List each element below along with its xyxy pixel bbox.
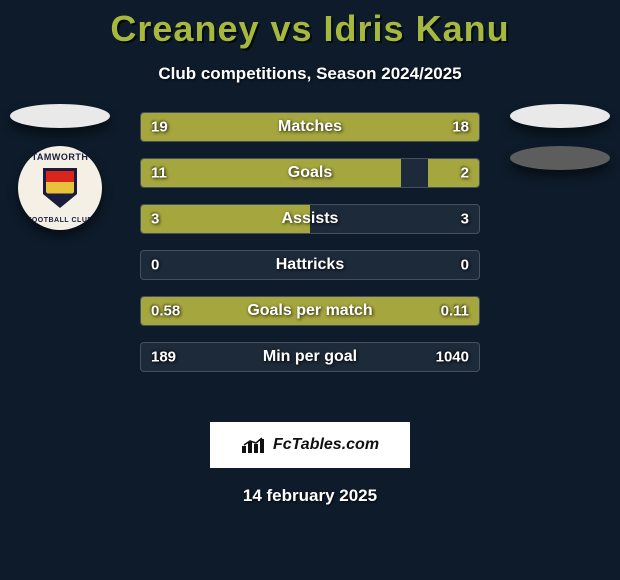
player-left-column: TAMWORTH FOOTBALL CLUB	[10, 104, 110, 230]
stat-value-right: 2	[461, 165, 469, 182]
stat-value-left: 3	[151, 211, 159, 228]
comparison-subtitle: Club competitions, Season 2024/2025	[0, 64, 620, 84]
stat-fill-right	[428, 159, 479, 187]
stat-row: 0.580.11Goals per match	[140, 296, 480, 326]
stat-row: 0 0Hattricks	[140, 250, 480, 280]
stat-fill-left	[141, 205, 310, 233]
crest-top-text: TAMWORTH	[32, 152, 89, 162]
stat-value-left: 0	[151, 257, 159, 274]
comparison-date: 14 february 2025	[0, 486, 620, 506]
stat-value-right: 0	[461, 257, 469, 274]
stat-value-right: 0.11	[441, 303, 469, 320]
comparison-title: Creaney vs Idris Kanu	[0, 0, 620, 50]
stat-label: Hattricks	[141, 256, 479, 274]
stat-label: Min per goal	[141, 348, 479, 366]
stat-row: 112Goals	[140, 158, 480, 188]
stat-value-left: 189	[151, 349, 176, 366]
branding-text: FcTables.com	[273, 436, 379, 454]
stat-fill-left	[141, 159, 401, 187]
stat-value-left: 19	[151, 119, 168, 136]
player-right-marker-top	[510, 104, 610, 128]
stat-value-left: 0.58	[151, 303, 180, 320]
player-right-column	[510, 104, 610, 170]
stat-value-left: 11	[151, 165, 167, 182]
stat-row: 189 1040Min per goal	[140, 342, 480, 372]
crest-bottom-text: FOOTBALL CLUB	[27, 217, 93, 224]
stat-bars: 1918Matches112Goals33Assists00Hattricks0…	[140, 112, 480, 372]
chart-icon	[241, 436, 267, 454]
player-left-marker	[10, 104, 110, 128]
player-right-marker-bot	[510, 146, 610, 170]
stat-value-right: 1040	[436, 349, 469, 366]
stat-value-right: 3	[461, 211, 469, 228]
stat-row: 1918Matches	[140, 112, 480, 142]
club-crest-left: TAMWORTH FOOTBALL CLUB	[18, 146, 102, 230]
branding-badge: FcTables.com	[210, 422, 410, 468]
stat-value-right: 18	[452, 119, 469, 136]
stat-row: 33Assists	[140, 204, 480, 234]
shield-icon	[43, 168, 77, 208]
comparison-arena: TAMWORTH FOOTBALL CLUB 1918Matches112Goa…	[0, 112, 620, 402]
stat-fill-left	[141, 297, 425, 325]
